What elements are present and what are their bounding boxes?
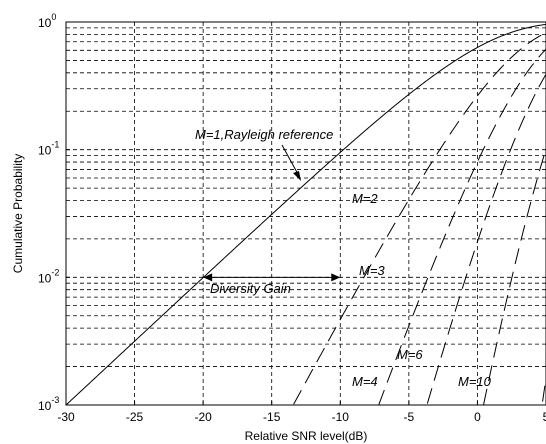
x-tick-label: 5 [543, 410, 546, 424]
y-tick-label: 100 [38, 12, 56, 30]
y-tick-label: 10-2 [38, 267, 59, 285]
tick-layer: -30 -25 -20 -15 -10 -5 0 5 10-3 10-2 10-1 100 [38, 12, 546, 424]
x-tick-label: -25 [126, 410, 144, 424]
annotation-m4: M=4 [352, 374, 378, 389]
grid-layer [66, 22, 546, 405]
x-tick-label: 0 [474, 410, 481, 424]
series-layer [66, 23, 546, 406]
annotation-m2: M=2 [352, 191, 378, 206]
x-tick-label: -15 [263, 410, 281, 424]
diversity-gain-arrowhead-right [331, 273, 341, 282]
annotation-m1-arrowhead [293, 171, 301, 181]
annotation-layer: M=1,Rayleigh reference M=2 M=3 M=4 M=6 M… [195, 127, 492, 389]
x-axis-label: Relative SNR level(dB) [245, 429, 368, 443]
x-tick-label: -5 [404, 410, 415, 424]
series-line-m4 [426, 74, 546, 404]
annotation-diversity-gain: Diversity Gain [210, 281, 291, 296]
x-tick-label: -20 [194, 410, 212, 424]
annotation-m10: M=10 [458, 374, 492, 389]
series-line-m1 [66, 23, 546, 405]
y-tick-label: 10-3 [38, 395, 59, 413]
diversity-gain-arrowhead-left [203, 273, 213, 282]
annotation-m1: M=1,Rayleigh reference [195, 127, 333, 142]
y-axis-label: Cumulative Probability [11, 154, 25, 273]
annotation-m3: M=3 [359, 263, 385, 278]
x-tick-label: -10 [332, 410, 350, 424]
y-tick-label: 10-1 [38, 140, 59, 158]
series-line-m6 [483, 148, 546, 405]
annotation-m1-arrow [281, 144, 300, 177]
series-line-m3 [378, 48, 546, 406]
series-line-m10 [542, 378, 546, 402]
plot-frame [65, 21, 546, 406]
annotation-m6: M=6 [397, 347, 423, 362]
x-tick-label: -30 [57, 410, 75, 424]
series-line-m2 [293, 32, 546, 405]
